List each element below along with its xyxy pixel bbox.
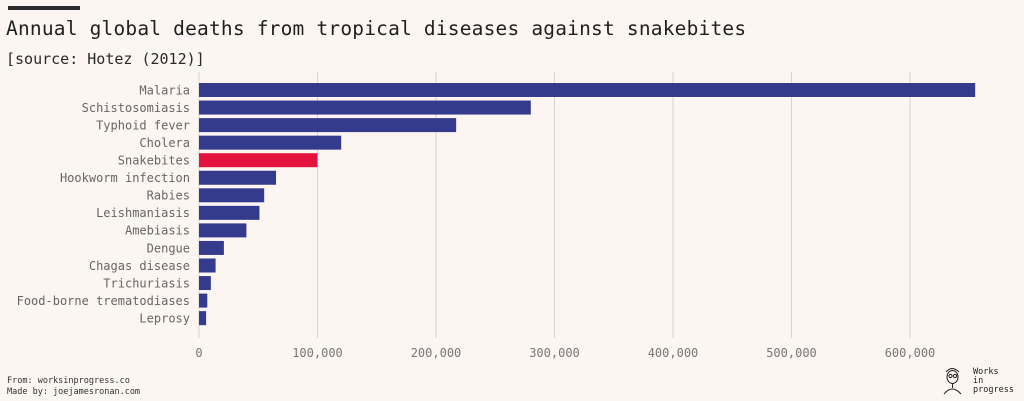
- bar: [199, 205, 260, 220]
- category-label: Rabies: [147, 189, 190, 203]
- bar: [199, 223, 247, 238]
- bar: [199, 311, 207, 326]
- category-label: Trichuriasis: [103, 276, 190, 290]
- chart-title: Annual global deaths from tropical disea…: [6, 17, 747, 40]
- category-label: Cholera: [139, 136, 190, 150]
- bar: [199, 153, 318, 168]
- x-tick-label: 500,000: [766, 346, 817, 360]
- bar: [199, 100, 531, 115]
- category-label: Chagas disease: [89, 259, 190, 273]
- x-tick-label: 100,000: [292, 346, 343, 360]
- x-tick-label: 400,000: [648, 346, 699, 360]
- category-label: Leprosy: [139, 311, 190, 325]
- bar: [199, 170, 277, 185]
- x-tick-label: 300,000: [529, 346, 580, 360]
- bar: [199, 118, 457, 133]
- chart-subtitle: [source: Hotez (2012)]: [6, 50, 205, 68]
- x-tick-label: 600,000: [885, 346, 936, 360]
- bar: [199, 188, 265, 203]
- category-label: Hookworm infection: [60, 171, 190, 185]
- category-label: Amebiasis: [125, 224, 190, 238]
- category-label: Dengue: [147, 241, 190, 255]
- bar: [199, 83, 976, 97]
- logo-line-2: in: [973, 376, 984, 386]
- category-label: Leishmaniasis: [96, 206, 190, 220]
- category-label: Malaria: [139, 83, 190, 97]
- person-portrait-icon: [943, 368, 962, 395]
- bar: [199, 293, 208, 308]
- title-rule: [8, 6, 80, 10]
- bar: [199, 135, 342, 150]
- bar: [199, 240, 224, 255]
- bar: [199, 276, 211, 291]
- footer-author: Made by: joejamesronan.com: [7, 387, 141, 397]
- works-in-progress-logo: Works in progress: [973, 368, 1014, 395]
- category-label: Schistosomiasis: [82, 101, 190, 115]
- x-tick-label: 0: [195, 346, 202, 360]
- footer-source: From: worksinprogress.co: [7, 376, 130, 386]
- logo-line-3: progress: [973, 385, 1014, 395]
- category-label: Typhoid fever: [96, 118, 190, 132]
- category-label: Snakebites: [118, 154, 190, 168]
- logo-line-1: Works: [973, 367, 999, 377]
- bar: [199, 258, 216, 273]
- category-label: Food-borne trematodiases: [17, 294, 190, 308]
- x-tick-label: 200,000: [411, 346, 462, 360]
